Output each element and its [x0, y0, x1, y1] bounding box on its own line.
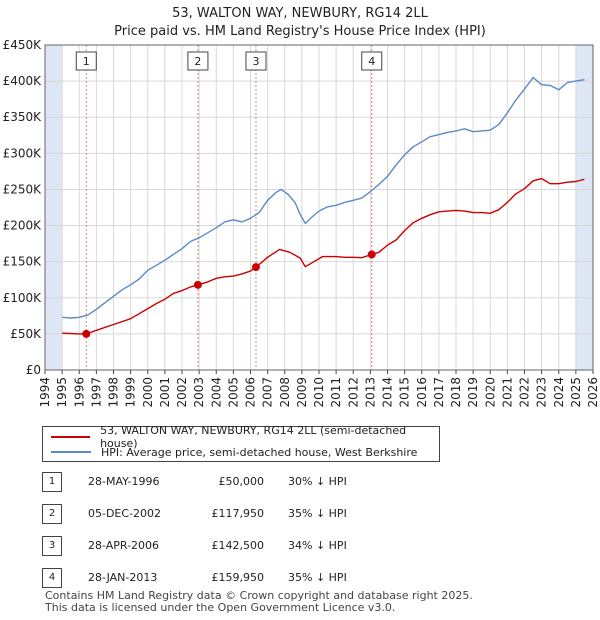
- y-tick-label: £400K: [3, 74, 43, 88]
- legend-swatch-hpi: [51, 451, 91, 453]
- x-tick-label: 2015: [398, 377, 412, 408]
- x-tick-label: 2009: [295, 377, 309, 408]
- legend-entry-property: 53, WALTON WAY, NEWBURY, RG14 2LL (semi-…: [43, 424, 439, 450]
- y-tick-label: £0: [26, 363, 41, 377]
- shaded-period: [575, 45, 593, 370]
- sale-number: 3: [42, 536, 62, 556]
- x-tick-label: 2012: [346, 377, 360, 408]
- sale-marker-box: [245, 51, 267, 71]
- y-tick-label: £300K: [3, 146, 43, 160]
- y-tick-label: £250K: [3, 182, 43, 196]
- x-tick-label: 2005: [226, 377, 240, 408]
- sale-marker-box: [75, 51, 97, 71]
- x-tick-label: 2001: [158, 377, 172, 408]
- y-tick-label: £50K: [10, 327, 42, 341]
- sale-marker-label: 3: [252, 55, 259, 68]
- x-tick-label: 2018: [449, 377, 463, 408]
- x-tick-label: 2004: [209, 377, 223, 408]
- sale-hpi-diff: 35% ↓ HPI: [288, 507, 347, 520]
- sale-price: £50,000: [218, 475, 265, 488]
- sale-hpi-diff: 34% ↓ HPI: [288, 539, 347, 552]
- legend-label-property: 53, WALTON WAY, NEWBURY, RG14 2LL (semi-…: [100, 424, 407, 450]
- footer-copyright: Contains HM Land Registry data © Crown c…: [45, 589, 473, 602]
- legend-entry-hpi: HPI: Average price, semi-detached house,…: [43, 445, 417, 459]
- x-tick-label: 2019: [466, 377, 480, 408]
- shaded-period: [45, 45, 63, 370]
- hpi-series-line: [62, 76, 585, 319]
- sale-point: [251, 263, 260, 272]
- sale-marker-box: [187, 51, 209, 71]
- x-tick-label: 2013: [363, 377, 377, 408]
- legend-label-hpi: HPI: Average price, semi-detached house,…: [101, 445, 418, 459]
- x-tick-label: 2003: [192, 377, 206, 408]
- sale-marker-label: 4: [368, 55, 375, 68]
- x-tick-label: 2017: [432, 377, 446, 408]
- x-tick-label: 1994: [38, 377, 52, 408]
- x-tick-label: 2023: [535, 377, 549, 408]
- x-tick-label: 2016: [415, 377, 429, 408]
- sale-point: [367, 250, 376, 259]
- legend-swatch-property: [51, 436, 91, 438]
- x-tick-label: 2026: [586, 377, 600, 408]
- x-tick-label: 1996: [72, 377, 86, 408]
- sale-marker-label: 2: [194, 55, 201, 68]
- x-tick-label: 2011: [329, 377, 343, 408]
- sale-hpi-diff: 30% ↓ HPI: [288, 475, 347, 488]
- sale-date: 28-JAN-2013: [88, 571, 158, 584]
- sale-point: [82, 329, 91, 338]
- chart-subtitle: Price paid vs. HM Land Registry's House …: [114, 24, 486, 39]
- y-tick-label: £450K: [3, 38, 43, 52]
- footer: Contains HM Land Registry data © Crown c…: [45, 590, 473, 614]
- x-tick-label: 1995: [55, 377, 69, 408]
- x-tick-label: 2020: [483, 377, 497, 408]
- x-tick-label: 2014: [381, 377, 395, 408]
- x-tick-label: 2002: [175, 377, 189, 408]
- y-tick-label: £150K: [3, 255, 43, 269]
- sale-hpi-diff: 35% ↓ HPI: [288, 571, 347, 584]
- y-tick-label: £200K: [3, 219, 43, 233]
- sale-number: 1: [42, 472, 62, 492]
- sale-row: 1 28-MAY-1996 £50,000 30% ↓ HPI: [42, 472, 462, 492]
- price-chart: 1 2 3 4 £0 £50K £100K £150K £200K £250K £300K £350…: [3, 38, 600, 408]
- x-tick-label: 2025: [569, 377, 583, 408]
- sale-row: 2 05-DEC-2002 £117,950 35% ↓ HPI: [42, 504, 462, 524]
- sale-row: 3 28-APR-2006 £142,500 34% ↓ HPI: [42, 536, 462, 556]
- chart-title: 53, WALTON WAY, NEWBURY, RG14 2LL: [172, 6, 428, 21]
- property-series-line: [62, 177, 585, 335]
- x-tick-label: 2024: [552, 377, 566, 408]
- sale-number: 2: [42, 504, 62, 524]
- sale-price: £159,950: [211, 571, 265, 584]
- x-tick-label: 2021: [500, 377, 514, 408]
- sale-marker-label: 1: [83, 55, 90, 68]
- plot-border: [44, 44, 594, 371]
- x-tick-label: 2022: [518, 377, 532, 408]
- y-tick-label: £350K: [3, 110, 43, 124]
- x-tick-label: 2010: [312, 377, 326, 408]
- sale-price: £142,500: [211, 539, 265, 552]
- sale-date: 28-MAY-1996: [88, 475, 160, 488]
- sale-price: £117,950: [211, 507, 265, 520]
- sale-date: 05-DEC-2002: [88, 507, 162, 520]
- x-tick-label: 1998: [107, 377, 121, 408]
- sale-point: [193, 280, 202, 289]
- y-tick-label: £100K: [3, 291, 43, 305]
- x-tick-label: 2008: [278, 377, 292, 408]
- sale-number: 4: [42, 568, 62, 588]
- sale-row: 4 28-JAN-2013 £159,950 35% ↓ HPI: [42, 568, 462, 588]
- footer-license: This data is licensed under the Open Gov…: [45, 601, 396, 614]
- x-tick-label: 2000: [141, 377, 155, 408]
- x-tick-label: 1997: [89, 377, 103, 408]
- x-tick-label: 2007: [261, 377, 275, 408]
- sale-date: 28-APR-2006: [88, 539, 160, 552]
- x-tick-label: 1999: [124, 377, 138, 408]
- x-tick-label: 2006: [244, 377, 258, 408]
- chart-legend: 53, WALTON WAY, NEWBURY, RG14 2LL (semi-…: [42, 424, 440, 462]
- sale-marker-box: [361, 51, 383, 71]
